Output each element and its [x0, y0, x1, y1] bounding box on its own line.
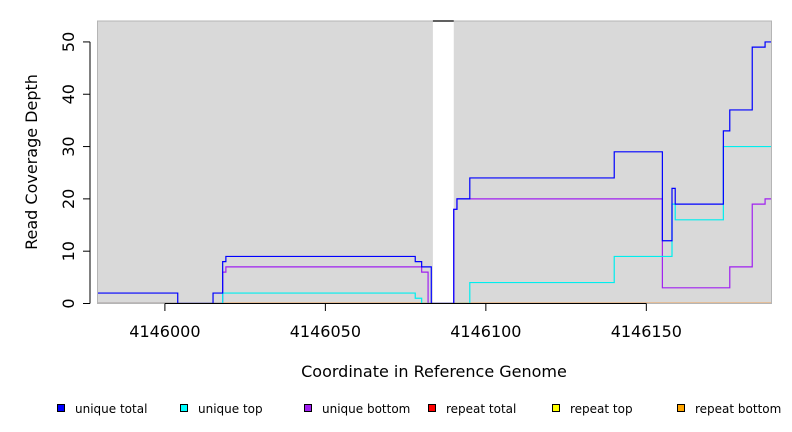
legend-swatch-unique-bottom — [304, 404, 312, 412]
legend-label: unique bottom — [322, 402, 410, 416]
plot-area — [97, 20, 772, 304]
legend-swatch-repeat-top — [552, 404, 560, 412]
x-tick-label: 4146050 — [290, 322, 361, 341]
legend-swatch-unique-total — [57, 404, 65, 412]
y-tick-label: 10 — [59, 241, 78, 261]
y-axis-label: Read Coverage Depth — [22, 74, 41, 250]
y-tick-label: 50 — [59, 32, 78, 52]
legend-label: repeat bottom — [695, 402, 781, 416]
gap-band — [432, 21, 454, 304]
y-tick-label: 30 — [59, 136, 78, 156]
y-tick-label: 20 — [59, 189, 78, 209]
legend-label: unique total — [75, 402, 147, 416]
series-line-unique-top — [97, 145, 772, 304]
x-tick-label: 4146150 — [611, 322, 682, 341]
legend-label: repeat top — [570, 402, 633, 416]
legend-swatch-repeat-bottom — [677, 404, 685, 412]
x-tick-label: 4146100 — [450, 322, 521, 341]
legend-swatch-unique-top — [180, 404, 188, 412]
x-axis: 4146000 4146050 4146100 4146150 — [129, 303, 682, 341]
x-axis-label: Coordinate in Reference Genome — [301, 362, 567, 381]
y-tick-label: 0 — [59, 298, 78, 308]
y-axis: 0 10 20 30 40 50 — [59, 32, 91, 309]
legend-swatch-repeat-total — [428, 404, 436, 412]
x-tick-label: 4146000 — [129, 322, 200, 341]
series-line-unique-total — [97, 41, 772, 304]
legend-label: unique top — [198, 402, 263, 416]
y-tick-label: 40 — [59, 84, 78, 104]
legend-label: repeat total — [446, 402, 516, 416]
legend: unique total unique top unique bottom repea… — [57, 402, 781, 416]
